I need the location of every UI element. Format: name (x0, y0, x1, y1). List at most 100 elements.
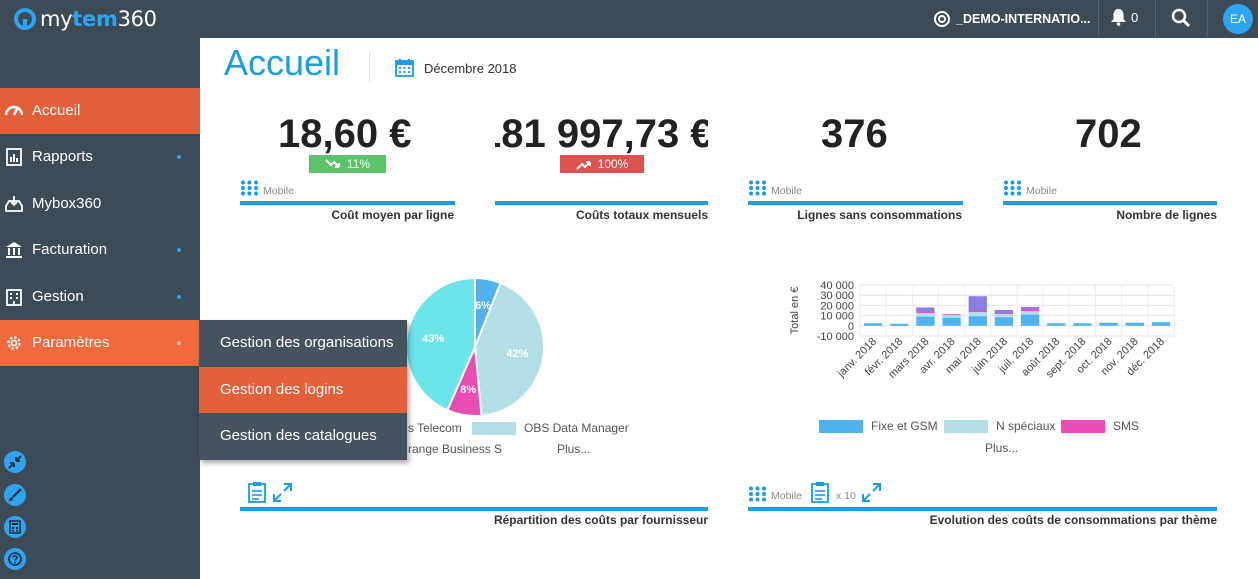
bar-segment[interactable] (994, 313, 1014, 315)
pie-slice[interactable] (405, 276, 476, 412)
sidebar-item-label: Rapports (32, 148, 93, 165)
kpi-tag: Mobile (1026, 185, 1057, 197)
sidebar-item-rapports[interactable]: Rapports (0, 134, 200, 180)
bar-segment[interactable] (1020, 309, 1040, 312)
legend-item[interactable]: Fixe et GSM (819, 419, 938, 433)
y-tick-label: 40 000 (820, 280, 854, 292)
topbar-divider (1155, 0, 1156, 38)
bar-segment[interactable] (890, 323, 909, 326)
kpi-underline (748, 201, 963, 205)
gear-icon (7, 336, 21, 350)
calculator-icon (9, 520, 21, 534)
bar-segment[interactable] (916, 312, 935, 314)
pie-label: 6% (475, 300, 491, 312)
bar-segment[interactable] (916, 316, 935, 326)
bar-segment[interactable] (1073, 323, 1092, 326)
expand-dot (177, 155, 181, 159)
sidebar-item-label: Accueil (32, 102, 81, 119)
bar-segment[interactable] (916, 307, 935, 313)
bar-segment[interactable] (942, 314, 961, 315)
sidebar-item-gestion[interactable]: Gestion (0, 274, 200, 320)
legend-swatch (1061, 419, 1105, 433)
period-selector[interactable]: Décembre 2018 (424, 61, 517, 76)
calendar-icon[interactable] (395, 58, 414, 77)
organization-selector[interactable]: _DEMO-INTERNATIO... (934, 8, 1091, 30)
legend-item[interactable]: N spéciaux (944, 419, 1055, 433)
bar-segment[interactable] (1151, 322, 1171, 326)
bar-segment[interactable] (1020, 306, 1040, 310)
parametres-submenu: Gestion des organisations Gestion des lo… (199, 320, 407, 460)
bar-segment[interactable] (1047, 323, 1066, 326)
bar-segment[interactable] (1020, 311, 1040, 315)
legend-item[interactable]: OBS Data Manager (472, 421, 629, 435)
expand-icon[interactable] (273, 483, 292, 502)
legend-item[interactable]: s Telecom (408, 421, 462, 435)
pie-label: 43% (422, 333, 444, 345)
bar-segment[interactable] (994, 314, 1014, 318)
sidebar-item-accueil[interactable]: Accueil (0, 88, 200, 134)
app-logo[interactable]: mytem360 (14, 6, 157, 32)
trend-down-icon (325, 158, 340, 168)
pie-label: 8% (460, 384, 476, 396)
y-tick-label: 30 000 (820, 290, 854, 302)
inbox-icon (5, 196, 23, 212)
help-button[interactable] (4, 548, 26, 570)
bar-segment[interactable] (942, 314, 961, 316)
header-divider (369, 52, 370, 82)
trend-badge: 100% (560, 155, 644, 173)
submenu-item-logins[interactable]: Gestion des logins (199, 367, 407, 413)
brush-icon (9, 488, 22, 501)
calculator-button[interactable] (4, 516, 26, 538)
top-bar: mytem360 _DEMO-INTERNATIO... 0 EA (0, 0, 1258, 38)
search-button[interactable] (1171, 8, 1191, 33)
pie-chart[interactable]: 6% 42% 8% 43% (400, 276, 550, 418)
submenu-item-catalogues[interactable]: Gestion des catalogues (220, 427, 377, 444)
pie-slice[interactable] (473, 281, 545, 417)
expand-icon[interactable] (862, 483, 881, 502)
sidebar-item-facturation[interactable]: Facturation (0, 227, 200, 273)
kpi-label: Coût moyen par ligne (331, 208, 454, 222)
bar-segment[interactable] (968, 316, 987, 326)
multiplier-label: x 10 (836, 490, 856, 502)
legend-swatch (819, 419, 863, 433)
kpi-value-clip: 181 997,73 € (495, 105, 708, 160)
clipboard-icon[interactable] (247, 481, 267, 503)
bank-icon (6, 242, 22, 258)
bar-segment[interactable] (942, 317, 961, 326)
grid-icon (1004, 180, 1021, 196)
avatar[interactable]: EA (1223, 4, 1253, 34)
legend-item[interactable]: SMS (1061, 419, 1139, 433)
sidebar-item-mybox360[interactable]: Mybox360 (0, 181, 200, 227)
legend-item[interactable]: range Business S (408, 442, 503, 456)
legend-more-link[interactable]: Plus... (985, 441, 1019, 455)
kpi-value: 18,60 € (278, 112, 412, 156)
sidebar-item-parametres[interactable]: Paramètres (0, 320, 200, 366)
expand-dot (177, 295, 181, 299)
collapse-icon (8, 455, 22, 469)
topbar-divider (1207, 0, 1208, 38)
submenu-item-organisations[interactable]: Gestion des organisations (220, 334, 394, 351)
bar-segment[interactable] (994, 309, 1014, 314)
bar-segment[interactable] (968, 311, 987, 313)
legend-more-link[interactable]: Plus... (557, 442, 591, 456)
bar-segment[interactable] (863, 323, 883, 326)
notifications-button[interactable]: 0 (1110, 8, 1138, 26)
y-tick-label: 0 (848, 321, 854, 333)
collapse-button[interactable] (4, 451, 26, 473)
clipboard-icon[interactable] (810, 481, 830, 503)
bar-segment[interactable] (1125, 322, 1144, 326)
organization-name: _DEMO-INTERNATIO... (956, 12, 1091, 26)
grid-icon (749, 180, 766, 196)
building-icon (6, 289, 22, 306)
bar-segment[interactable] (1099, 322, 1118, 326)
theme-button[interactable] (4, 484, 26, 506)
bar-segment[interactable] (916, 313, 935, 317)
bar-segment[interactable] (968, 296, 987, 312)
kpi-label: Lignes sans consommations (797, 208, 962, 222)
bar-segment[interactable] (1020, 314, 1040, 326)
bar-segment[interactable] (942, 315, 961, 318)
app-name: mytem360 (40, 7, 157, 31)
bar-segment[interactable] (994, 317, 1014, 326)
bar-segment[interactable] (968, 312, 987, 317)
